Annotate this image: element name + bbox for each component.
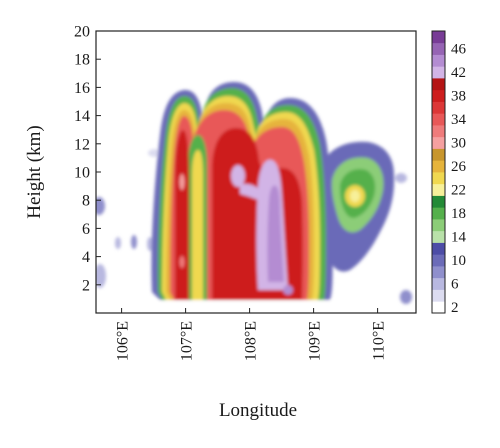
colorbar-swatch [432,242,445,255]
x-tick-label: 108°E [243,321,260,361]
x-tick-label: 110°E [371,321,388,361]
weak-echo-small-3 [147,237,153,251]
colorbar-tick-label: 42 [451,65,466,81]
y-tick-label: 12 [74,136,90,153]
colorbar-tick-label: 34 [451,112,467,128]
x-tick-label: 106°E [115,321,132,361]
colorbar-tick-label: 10 [451,253,466,269]
west-tower-core [175,130,189,300]
colorbar-swatch [432,101,445,114]
colorbar-swatch [432,160,445,173]
weak-echo-left-edge [96,197,105,215]
colorbar-tick-label: 26 [451,159,467,175]
weak-echo-small-1 [115,237,121,249]
y-tick-label: 18 [74,52,90,69]
purple-low-spot [283,285,293,295]
colorbar-swatch [432,195,445,208]
purple-branch [240,184,258,200]
y-tick-label: 10 [74,165,90,182]
y-tick-label: 14 [74,108,90,125]
purple-column-core [267,185,284,282]
colorbar-swatch [432,230,445,243]
colorbar-tick-label: 30 [451,136,466,152]
inter-tower-gap-inner [192,150,203,300]
weak-echo-left-low [96,264,106,288]
y-tick-label: 2 [82,277,90,294]
colorbar-tick-label: 38 [451,89,466,105]
purple-upper-lobe [231,165,245,187]
colorbar-tick-label: 22 [451,183,466,199]
weak-echo-right-low [400,290,412,304]
y-tick-label: 4 [82,249,90,266]
x-tick-label: 107°E [179,321,196,361]
x-axis-title: Longitude [219,400,297,421]
colorbar-swatch [432,78,445,91]
y-axis-title: Height (km) [24,125,45,218]
colorbar-swatch [432,254,445,267]
colorbar-tick-label: 18 [451,206,466,222]
colorbar-swatch [432,42,445,55]
colorbar-tick-label: 6 [451,277,459,293]
x-axis: 106°E 107°E 108°E 109°E 110°E [115,308,388,361]
colorbar-swatch [432,301,445,314]
weak-echo-small-2 [131,235,137,249]
colorbar-swatch [432,172,445,185]
colorbar-tick-label: 46 [451,42,467,58]
colorbar-swatch [432,31,445,44]
east-cell-core-inner [350,190,360,202]
colorbar-swatch [432,207,445,220]
colorbar-swatch [432,125,445,138]
colorbar-swatch [432,54,445,67]
surface-mask [150,301,340,313]
colorbar-tick-label: 14 [451,230,467,246]
colorbar-swatch [432,219,445,232]
y-tick-label: 8 [82,193,90,210]
colorbar-swatch [432,148,445,161]
colorbar-swatch [432,136,445,149]
colorbar-swatch [432,66,445,79]
y-tick-label: 20 [74,24,90,41]
y-tick-label: 6 [82,221,90,238]
colorbar-swatch [432,113,445,126]
contour-field [96,82,412,313]
y-tick-label: 16 [74,80,90,97]
colorbar-swatch [432,266,445,279]
weak-echo-right-top [395,173,407,183]
colorbar-tick-label: 2 [451,300,459,316]
colorbar-swatch [432,183,445,196]
y-axis: 2 4 6 8 10 12 14 16 18 20 [74,24,101,294]
colorbar-frame [431,30,446,314]
west-tower-spot-low [179,256,185,268]
colorbar-swatch [432,277,445,290]
west-tower-spot-high [179,174,185,190]
x-tick-label: 109°E [307,321,324,361]
colorbar-swatch [432,89,445,102]
colorbar-swatch [432,289,445,302]
